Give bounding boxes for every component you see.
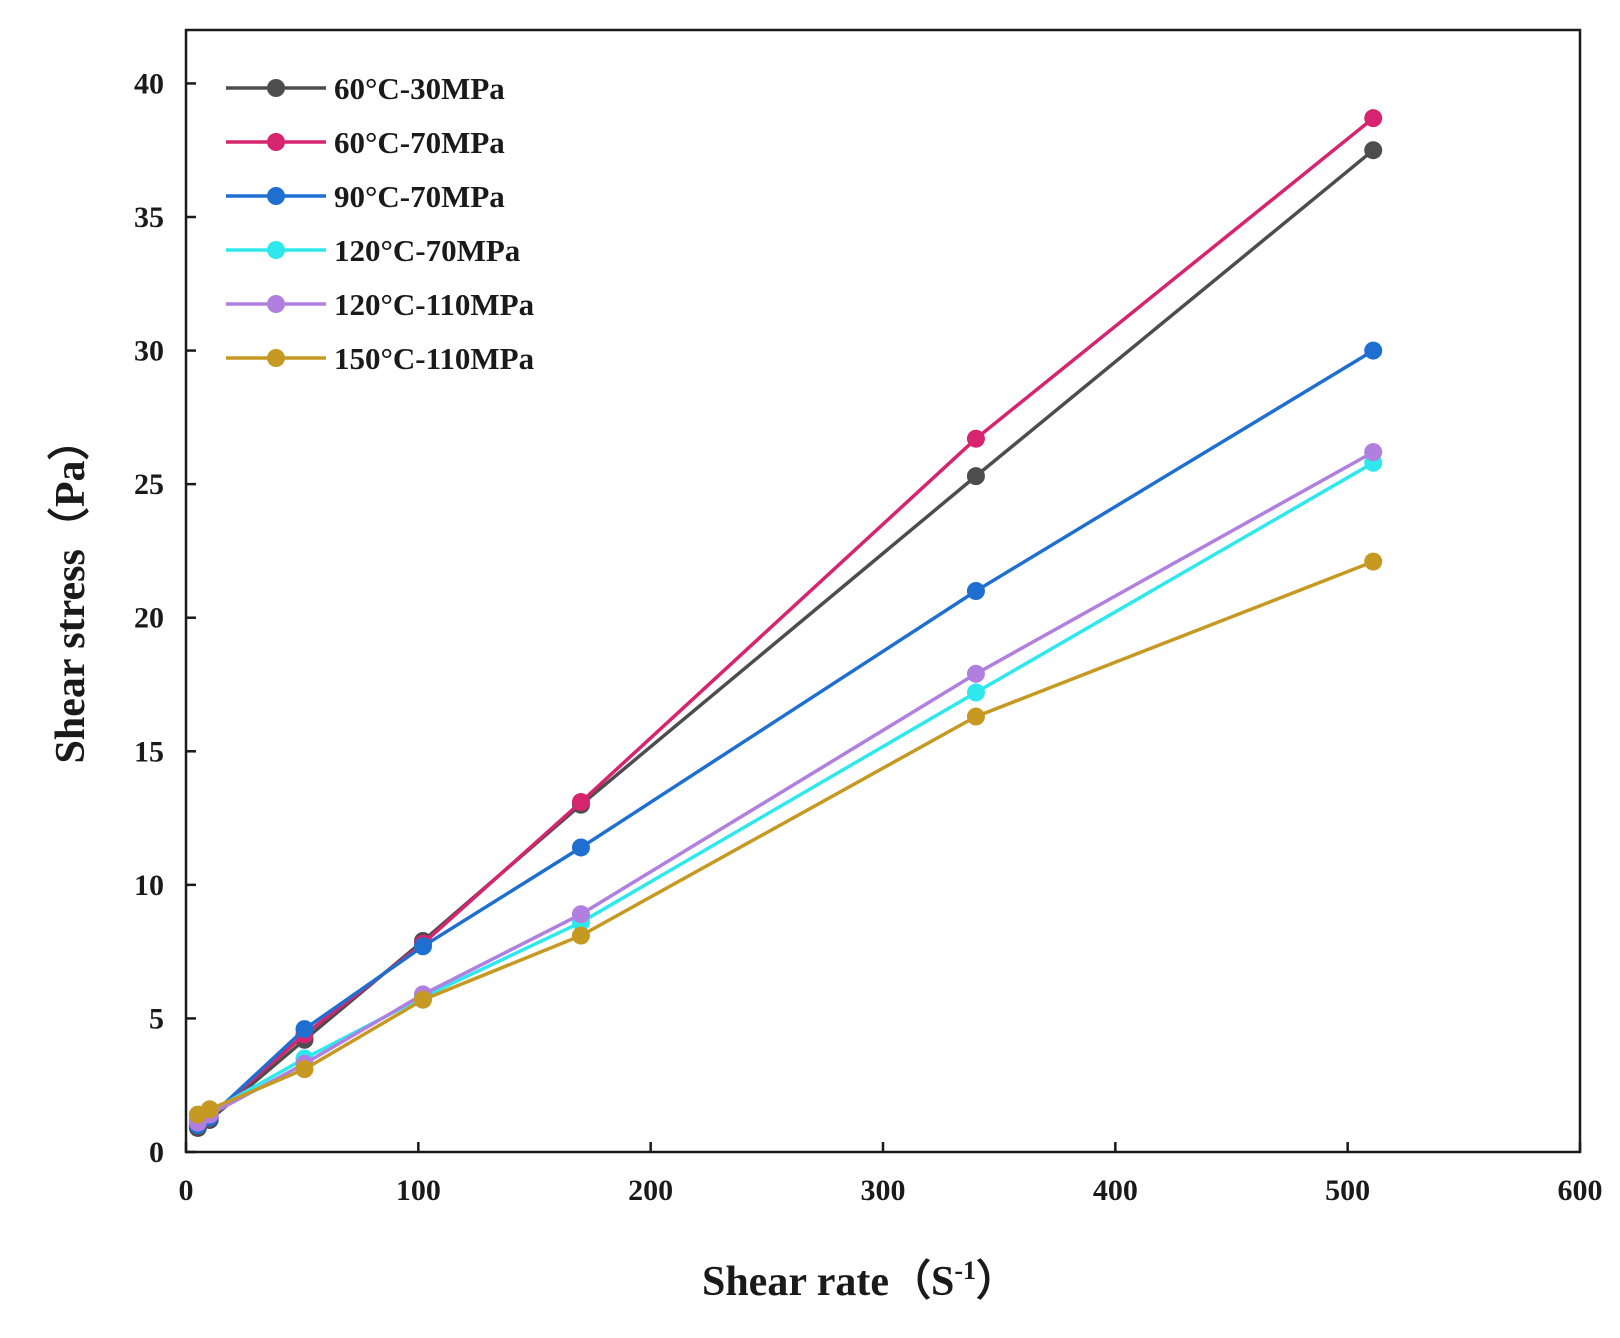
legend-item: 150°C-110MPa [226, 341, 535, 376]
data-point [1364, 552, 1383, 571]
x-axis-title: Shear rate（S-1） [702, 1256, 1018, 1305]
data-point [571, 793, 590, 812]
y-axis: 0 5 10 15 20 25 30 35 40 [134, 67, 196, 1169]
data-point [1364, 443, 1383, 462]
y-tick-label: 0 [149, 1136, 164, 1169]
data-point [200, 1100, 219, 1119]
legend-swatch-marker [267, 241, 285, 259]
x-tick-label: 0 [179, 1174, 194, 1207]
legend-label: 150°C-110MPa [334, 341, 535, 376]
data-point [571, 838, 590, 857]
x-axis-title-main: Shear rate（S [702, 1258, 954, 1305]
y-axis-title: Shear stress（Pa） [47, 419, 94, 764]
legend: 60°C-30MPa 60°C-70MPa 90°C-70MPa 120°C-70MP… [226, 71, 535, 376]
data-point [966, 582, 985, 600]
data-point [966, 707, 985, 726]
legend-swatch-marker [267, 133, 285, 151]
legend-label: 60°C-30MPa [334, 71, 505, 106]
data-point [1364, 109, 1383, 128]
x-tick-label: 500 [1325, 1174, 1370, 1207]
legend-item: 60°C-70MPa [226, 125, 505, 160]
legend-item: 90°C-70MPa [226, 179, 505, 214]
series-6 [188, 552, 1383, 1124]
x-tick-label: 200 [628, 1174, 673, 1207]
data-point [966, 467, 985, 486]
x-tick-label: 400 [1093, 1174, 1138, 1207]
data-point [1364, 341, 1383, 360]
data-point [295, 1020, 314, 1039]
x-tick-label: 100 [396, 1174, 441, 1207]
x-tick-label: 300 [861, 1174, 906, 1207]
data-point [966, 429, 985, 448]
y-tick-label: 15 [134, 735, 164, 768]
data-point [571, 926, 590, 945]
y-tick-label: 40 [134, 67, 164, 100]
legend-label: 120°C-110MPa [334, 287, 535, 322]
x-axis-title-end: ） [976, 1258, 1018, 1305]
y-tick-label: 30 [134, 335, 164, 368]
legend-label: 60°C-70MPa [334, 125, 505, 160]
data-point [413, 937, 432, 956]
legend-item: 120°C-70MPa [226, 233, 521, 268]
data-point [1364, 141, 1383, 160]
legend-label: 90°C-70MPa [334, 179, 505, 214]
y-tick-label: 20 [134, 602, 164, 635]
legend-label: 120°C-70MPa [334, 233, 521, 268]
y-tick-label: 10 [134, 869, 164, 902]
legend-swatch-marker [267, 349, 285, 367]
series-layer [188, 109, 1383, 1137]
legend-item: 120°C-110MPa [226, 287, 535, 322]
data-point [966, 683, 985, 702]
legend-swatch-marker [267, 79, 285, 97]
y-tick-label: 5 [149, 1002, 164, 1035]
x-tick-label: 600 [1558, 1174, 1603, 1207]
data-point [413, 990, 432, 1009]
data-point [966, 664, 985, 683]
y-tick-label: 25 [134, 468, 164, 501]
legend-swatch-marker [267, 295, 285, 313]
data-point [571, 905, 590, 924]
x-axis: 0 100 200 300 400 500 600 [179, 1142, 1603, 1207]
legend-item: 60°C-30MPa [226, 71, 505, 106]
legend-swatch-marker [267, 187, 285, 205]
data-point [295, 1060, 314, 1079]
x-axis-title-superscript: -1 [954, 1256, 976, 1285]
y-tick-label: 35 [134, 201, 164, 234]
